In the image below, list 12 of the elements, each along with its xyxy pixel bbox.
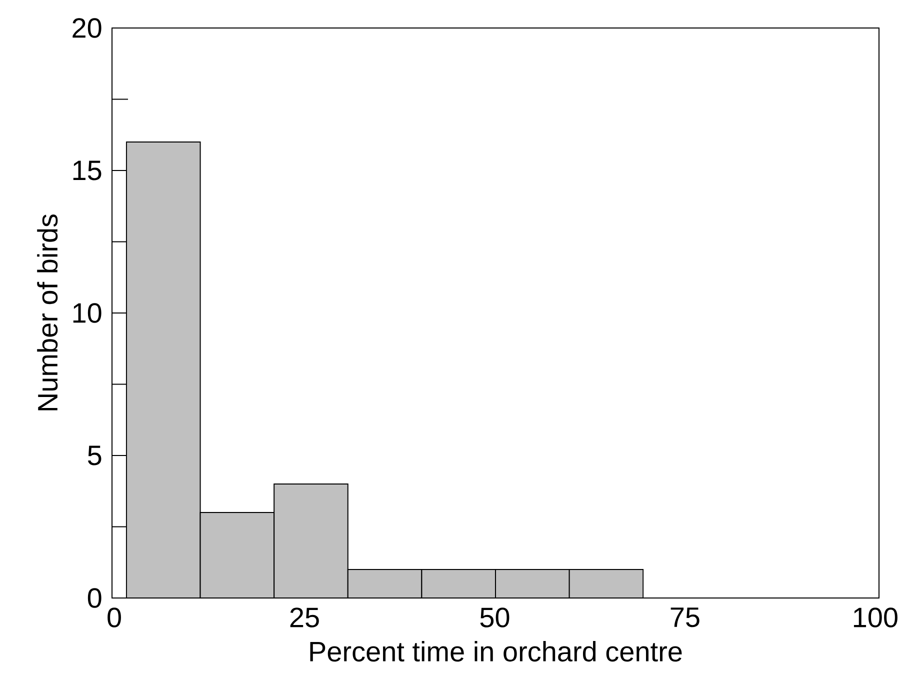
y-tick-label: 10: [73, 303, 102, 323]
y-tick-label: 15: [73, 160, 102, 180]
x-tick-label: 50: [480, 608, 510, 628]
y-tick-label: 5: [88, 446, 102, 466]
y-axis-title: Number of birds: [37, 214, 58, 410]
x-tick-label: 75: [670, 608, 700, 628]
y-tick-label: 20: [72, 18, 102, 38]
x-tick-label: 25: [290, 608, 319, 628]
x-tick-label: 100: [854, 608, 898, 628]
x-axis-title: Percent time in orchard centre: [310, 641, 682, 662]
x-tick-label: 0: [108, 608, 121, 628]
y-tick-label: 0: [88, 588, 102, 608]
